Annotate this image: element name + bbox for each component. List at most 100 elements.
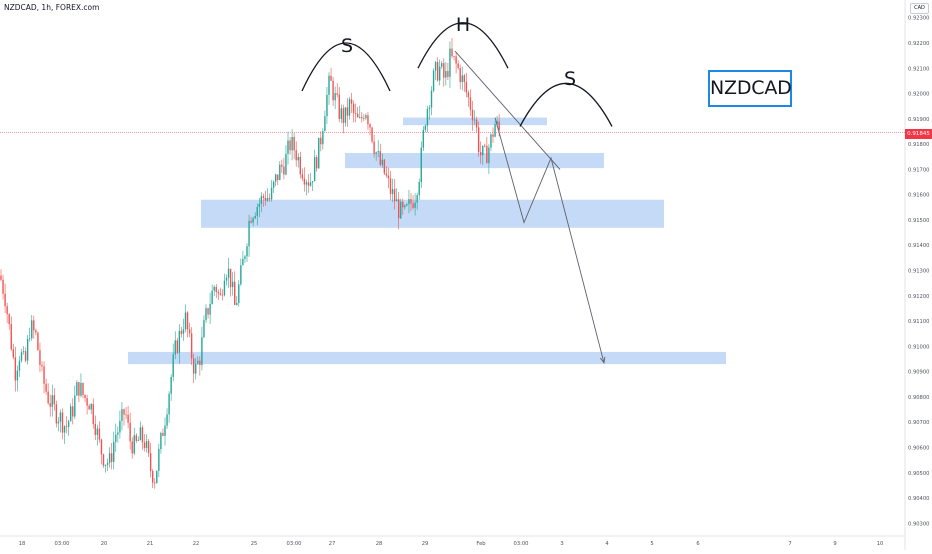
candle-body xyxy=(162,432,164,436)
price-tick-label: 0.90800 xyxy=(908,395,929,401)
candle-body xyxy=(488,147,490,164)
projection-arrowhead xyxy=(599,356,606,364)
left-shoulder-label: S xyxy=(341,35,353,57)
time-tick-label: 4 xyxy=(605,541,609,547)
candle-body xyxy=(31,320,33,339)
candle-body xyxy=(334,93,336,101)
candle-body xyxy=(426,109,429,126)
candle-body xyxy=(352,103,355,114)
candle-body xyxy=(236,303,238,305)
candle-body xyxy=(147,441,150,454)
time-tick-label: 20 xyxy=(101,541,108,547)
candle-body xyxy=(389,178,392,194)
candle-body xyxy=(486,145,488,164)
time-tick-label: 22 xyxy=(193,541,200,547)
current-price-tag: 0.91845 xyxy=(905,129,932,139)
time-tick-label: 21 xyxy=(147,541,154,547)
candle-body xyxy=(242,258,244,266)
candle-body xyxy=(449,48,451,77)
candle-body xyxy=(119,420,121,433)
candle-body xyxy=(215,286,217,292)
candle-body xyxy=(188,329,191,334)
price-tick-label: 0.91900 xyxy=(908,117,929,123)
candle-body xyxy=(348,99,351,116)
candle-body xyxy=(117,432,119,435)
candle-body xyxy=(20,352,23,361)
candle-body xyxy=(72,406,74,417)
candle-body xyxy=(377,151,379,153)
candle-body xyxy=(467,92,470,98)
candle-body xyxy=(186,312,189,330)
candle-body xyxy=(125,414,127,416)
candle-body xyxy=(174,340,176,355)
candle-body xyxy=(195,363,197,374)
candle-body xyxy=(447,71,449,77)
candle-body xyxy=(86,398,88,406)
candle-body xyxy=(131,441,133,454)
candle-body xyxy=(270,187,273,200)
candle-body xyxy=(104,464,107,466)
candle-body xyxy=(63,426,66,433)
candle-body xyxy=(277,174,279,181)
candle-body xyxy=(328,75,330,95)
candle-body xyxy=(424,125,427,131)
candle-body xyxy=(346,107,349,116)
candle-body xyxy=(498,121,500,131)
candle-body xyxy=(439,66,441,81)
candle-body xyxy=(221,294,224,296)
candle-body xyxy=(402,201,404,208)
right-shoulder-arc xyxy=(519,83,613,127)
candle-body xyxy=(361,117,363,119)
candle-body xyxy=(26,338,29,361)
price-tick-label: 0.91300 xyxy=(908,269,929,275)
right-shoulder-label: S xyxy=(564,68,576,90)
candle-body xyxy=(455,56,457,64)
candle-body xyxy=(29,338,31,339)
candle-body xyxy=(176,340,178,353)
candle-body xyxy=(113,441,115,462)
candle-body xyxy=(234,281,236,305)
candle-body xyxy=(316,157,318,169)
candle-body xyxy=(418,182,420,196)
candle-body xyxy=(373,141,375,154)
candle-body xyxy=(229,268,232,288)
candle-body xyxy=(108,453,111,463)
candle-body xyxy=(445,71,447,78)
candle-body xyxy=(55,404,58,424)
candle-body xyxy=(190,333,193,359)
candle-body xyxy=(111,453,113,462)
candle-body xyxy=(96,428,99,435)
candle-body xyxy=(2,279,4,294)
candle-body xyxy=(342,108,345,123)
candle-body xyxy=(39,350,41,365)
candle-body xyxy=(35,330,37,333)
price-tick-label: 0.90300 xyxy=(908,521,929,527)
price-tick-label: 0.91800 xyxy=(908,142,929,148)
candle-body xyxy=(326,94,328,117)
price-tick-label: 0.92100 xyxy=(908,66,929,72)
candle-body xyxy=(197,360,199,364)
candle-body xyxy=(387,175,390,179)
price-tick-label: 0.91600 xyxy=(908,193,929,199)
candle-body xyxy=(406,204,408,206)
candle-body xyxy=(207,308,209,315)
candle-body xyxy=(238,284,240,304)
time-tick-label: 03:00 xyxy=(514,541,529,547)
candle-body xyxy=(260,196,263,204)
candle-body xyxy=(473,119,476,121)
candle-body xyxy=(143,442,146,449)
candle-body xyxy=(283,166,285,175)
candle-body xyxy=(395,199,398,202)
candle-body xyxy=(250,220,252,223)
candle-body xyxy=(471,109,474,121)
price-tick-label: 0.92200 xyxy=(908,41,929,47)
candle-body xyxy=(279,164,281,181)
currency-badge[interactable]: CAD xyxy=(910,3,929,14)
candle-body xyxy=(443,63,445,78)
candle-body xyxy=(383,159,386,174)
candle-body xyxy=(133,435,135,454)
candle-body xyxy=(305,182,308,185)
time-tick-label: 29 xyxy=(422,541,429,547)
